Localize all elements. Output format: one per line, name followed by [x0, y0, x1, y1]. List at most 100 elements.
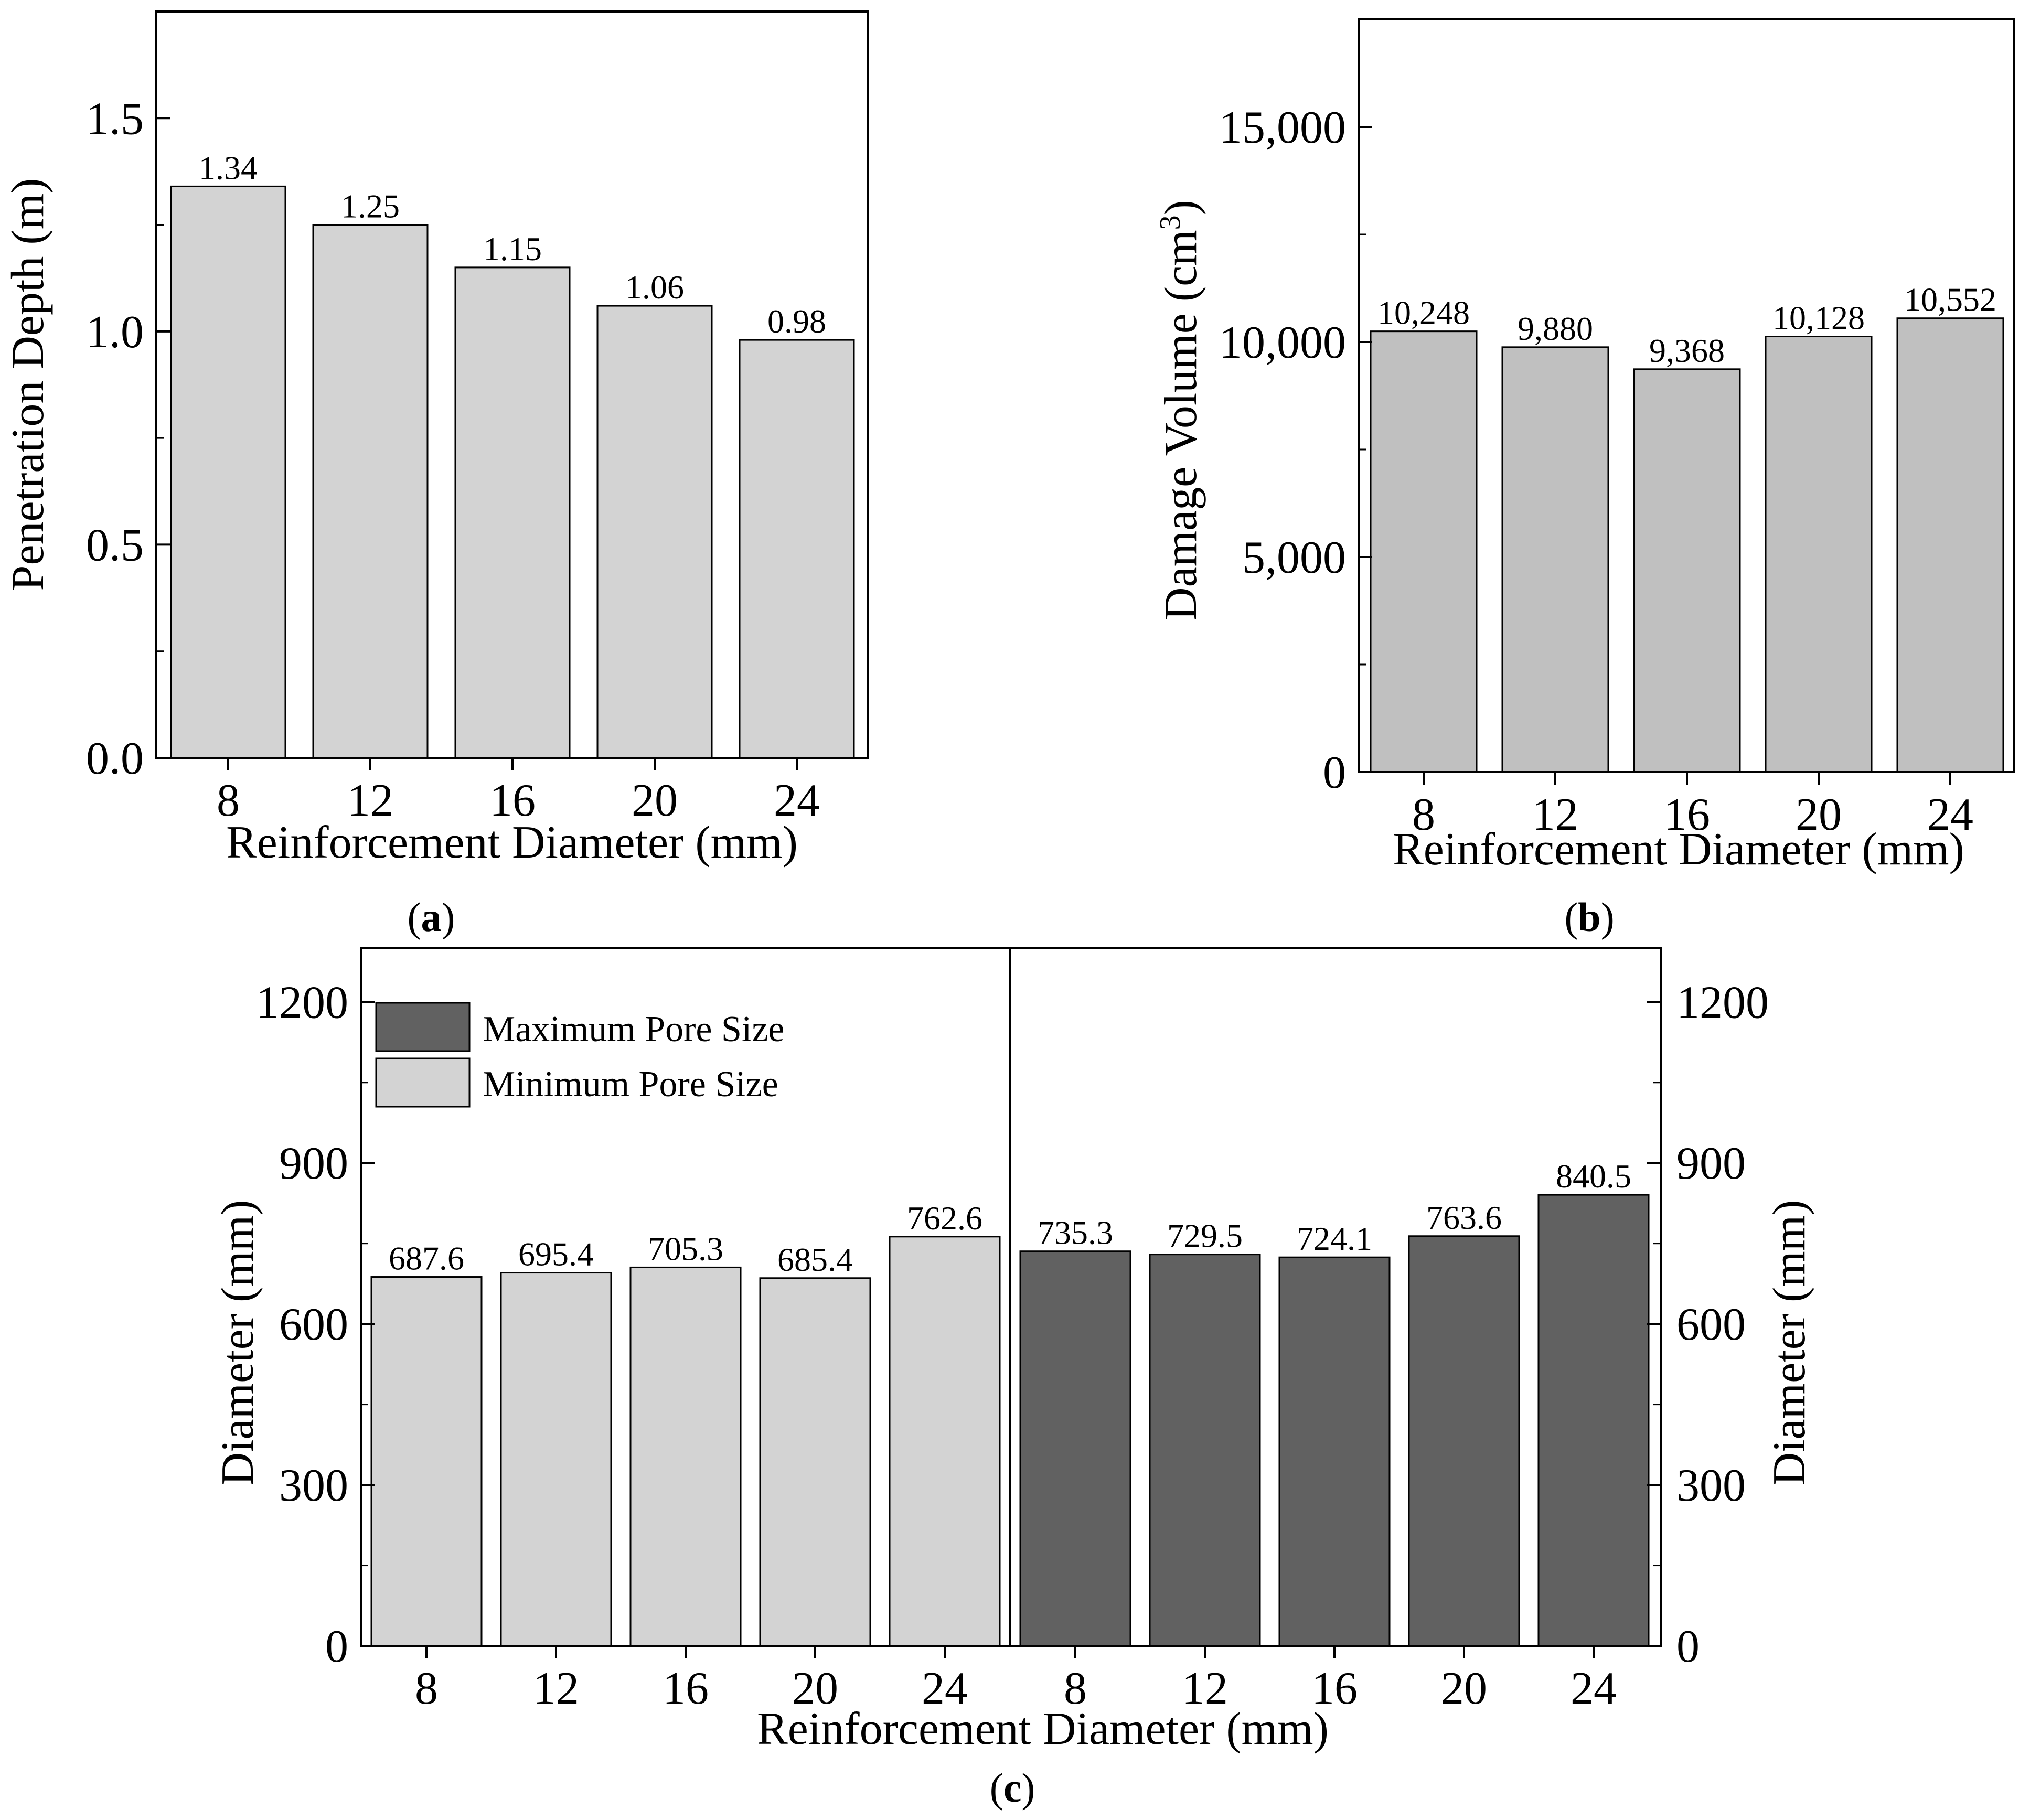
chart-a-y-label: Penetration Depth (m)	[3, 178, 54, 591]
chart-c-y-tick-label: 900	[1676, 1138, 1746, 1189]
chart-a: 1.34 1.25 1.15 1.06 0.98 0.0 0.5 1.0 1.5 8 12 16 2…	[3, 10, 869, 940]
chart-c-data-label: 735.3	[1038, 1214, 1113, 1251]
chart-a-data-label: 1.15	[483, 230, 542, 267]
chart-c-data-label: 724.1	[1297, 1220, 1372, 1257]
chart-b-bar	[1370, 330, 1478, 773]
chart-b-x-tick-label: 24	[1927, 789, 1973, 840]
chart-c-bars: 687.6 695.4 705.3 685.4 762.6 735.3 729.5 724.1…	[370, 1158, 1650, 1647]
chart-c-y-tick-label: 0	[325, 1621, 348, 1672]
legend-swatch-maximum	[375, 1002, 471, 1052]
chart-a-data-label: 1.34	[199, 149, 258, 186]
chart-a-x-tick-label: 12	[347, 775, 393, 826]
chart-b-panel-label: (b)	[1564, 894, 1614, 940]
legend-label-minimum: Minimum Pore Size	[483, 1064, 778, 1105]
chart-b-x-tick-label: 12	[1532, 789, 1578, 840]
chart-b-x-tick-label: 20	[1796, 789, 1842, 840]
chart-a-bars: 1.34 1.25 1.15 1.06 0.98	[170, 149, 855, 759]
chart-a-x-label: Reinforcement Diameter (mm)	[226, 817, 798, 868]
chart-c-y-tick-label: 300	[279, 1460, 348, 1511]
chart-c-bar	[1149, 1254, 1261, 1647]
chart-a-x-tick-label: 20	[632, 775, 678, 826]
chart-a-x-ticks: 8 12 16 20 24	[217, 758, 820, 826]
chart-c-legend: Maximum Pore Size Minimum Pore Size	[375, 1002, 784, 1108]
chart-c-x-ticks: 8 12 16 20 24 8 12 16 20 24	[415, 1646, 1617, 1714]
chart-c-x-tick-label: 12	[1182, 1663, 1228, 1714]
chart-c-data-label: 762.6	[907, 1200, 982, 1237]
chart-c-bar	[1408, 1235, 1520, 1647]
chart-c-x-tick-label: 24	[922, 1663, 968, 1714]
chart-c-x-tick-label: 16	[663, 1663, 709, 1714]
chart-c-bar	[370, 1276, 483, 1647]
chart-c-panel-letter: c	[1003, 1765, 1022, 1811]
chart-a-bar	[454, 266, 571, 759]
chart-b-y-label-sup: 3	[1154, 215, 1187, 230]
chart-a-x-tick-label: 24	[774, 775, 820, 826]
chart-b-data-label: 9,880	[1518, 310, 1593, 347]
chart-c: 687.6 695.4 705.3 685.4 762.6 735.3 729.5 724.1…	[212, 947, 1815, 1811]
chart-a-x-tick-label: 8	[217, 775, 240, 826]
chart-b-panel-letter: b	[1578, 894, 1600, 940]
chart-c-y-tick-label: 1200	[1676, 977, 1769, 1028]
chart-b-x-label: Reinforcement Diameter (mm)	[1393, 824, 1964, 875]
chart-c-data-label: 729.5	[1167, 1217, 1243, 1255]
chart-c-x-tick-label: 20	[1441, 1663, 1487, 1714]
chart-a-x-tick-label: 16	[489, 775, 536, 826]
chart-b-y-tick-label: 5,000	[1242, 532, 1346, 583]
legend-label-maximum: Maximum Pore Size	[483, 1009, 784, 1050]
chart-b: 10,248 9,880 9,368 10,128 10,552 0 5,000 10,00…	[1154, 18, 2015, 940]
chart-b-y-tick-label: 0	[1323, 747, 1346, 798]
chart-b-y-tick-label: 10,000	[1219, 317, 1346, 368]
chart-c-bar	[1537, 1194, 1650, 1647]
chart-c-bar	[1019, 1250, 1131, 1647]
chart-c-y-tick-label: 600	[279, 1299, 348, 1350]
chart-a-panel-label: (a)	[408, 894, 455, 940]
chart-c-data-label: 685.4	[777, 1241, 853, 1278]
chart-c-x-tick-label: 12	[533, 1663, 579, 1714]
chart-a-y-tick-label: 0.0	[86, 733, 144, 784]
chart-a-bar	[739, 339, 855, 759]
chart-b-bars: 10,248 9,880 9,368 10,128 10,552	[1370, 281, 2004, 773]
chart-b-bar	[1765, 336, 1873, 773]
chart-b-y-label-end: )	[1156, 200, 1206, 215]
chart-a-y-ticks: 0.0 0.5 1.0 1.5	[86, 93, 170, 784]
chart-a-y-tick-label: 0.5	[86, 520, 144, 571]
chart-b-x-tick-label: 16	[1664, 789, 1710, 840]
chart-a-data-label: 1.25	[341, 188, 400, 225]
legend-swatch-minimum	[375, 1057, 471, 1108]
chart-b-data-label: 9,368	[1649, 332, 1725, 369]
chart-b-bar	[1633, 368, 1741, 773]
chart-b-data-label: 10,128	[1772, 299, 1865, 337]
chart-c-bar	[889, 1236, 1001, 1647]
chart-a-y-tick-label: 1.5	[86, 93, 144, 144]
chart-b-bar	[1896, 317, 2004, 773]
chart-a-bar	[312, 224, 429, 759]
chart-b-y-tick-label: 15,000	[1219, 102, 1346, 153]
chart-c-y-tick-label: 600	[1676, 1299, 1746, 1350]
chart-c-y-label-left: Diameter (mm)	[212, 1200, 263, 1486]
chart-c-bar	[500, 1272, 612, 1647]
chart-c-y-tick-label: 300	[1676, 1460, 1746, 1511]
chart-c-bar	[629, 1266, 742, 1647]
chart-c-x-tick-label: 24	[1571, 1663, 1617, 1714]
chart-b-x-tick-label: 8	[1412, 789, 1435, 840]
chart-c-data-label: 763.6	[1426, 1199, 1502, 1236]
chart-a-panel-letter: a	[421, 894, 442, 940]
chart-b-data-label: 10,552	[1904, 281, 1996, 318]
chart-c-x-tick-label: 8	[1064, 1663, 1087, 1714]
chart-c-y-tick-label: 900	[279, 1138, 348, 1189]
chart-c-y-label-right: Diameter (mm)	[1764, 1200, 1815, 1486]
chart-a-frame	[155, 10, 869, 759]
chart-c-y-tick-label: 0	[1676, 1621, 1700, 1672]
chart-a-data-label: 1.06	[625, 269, 684, 306]
chart-b-y-ticks: 0 5,000 10,000 15,000	[1219, 102, 1372, 798]
chart-a-y-tick-label: 1.0	[86, 307, 144, 358]
chart-b-data-label: 10,248	[1377, 294, 1470, 331]
chart-c-data-label: 705.3	[648, 1230, 723, 1267]
chart-c-bar	[1278, 1256, 1391, 1647]
chart-a-bar	[596, 305, 713, 759]
chart-c-bar	[759, 1277, 871, 1647]
chart-a-data-label: 0.98	[767, 303, 826, 340]
chart-a-bar	[170, 185, 286, 759]
chart-b-frame	[1358, 18, 2015, 773]
